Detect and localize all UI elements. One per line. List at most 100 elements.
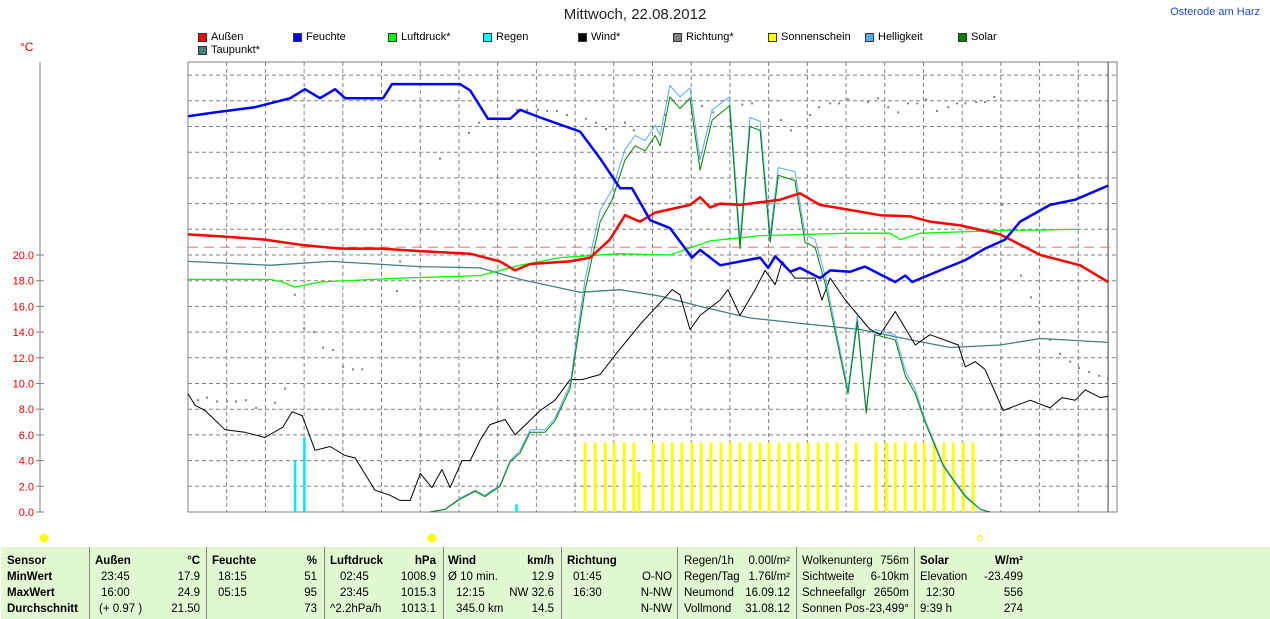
series-line-helligkeit (429, 84, 991, 513)
rain-bar (293, 460, 297, 512)
col-luftdruck: Luftdruck hPa 02:45 1008.9 23:45 1015.3 … (330, 547, 436, 619)
direction-point (1020, 274, 1023, 277)
direction-point (245, 399, 248, 402)
cell-value: 274 (1003, 603, 1023, 615)
cell-value: 24.9 (177, 587, 200, 599)
series-line-feuchte (187, 82, 1109, 284)
direction-point (205, 396, 208, 399)
legend-swatch (958, 32, 967, 42)
stats-table: Sensor MinWert MaxWert Durchschnitt Auße… (1, 547, 1270, 619)
direction-point (838, 102, 841, 105)
direction-point (936, 110, 939, 113)
sunshine-bar (825, 442, 829, 512)
legend-label: Richtung* (686, 31, 734, 43)
direction-point (750, 102, 753, 105)
divider (206, 547, 207, 619)
legend-item-feuchte[interactable]: Feuchte (293, 31, 346, 43)
legend-label: Wind* (591, 31, 621, 43)
cell-value: 16.09.12 (745, 587, 790, 599)
sunshine-bar (787, 442, 791, 512)
cell-label: Neumond (684, 587, 734, 599)
legend-item-aussen[interactable]: Außen (198, 31, 243, 43)
cell-value: 17.9 (177, 571, 200, 583)
legend-item-wind[interactable]: Wind* (578, 31, 620, 43)
cell-value: N-NW (640, 587, 672, 599)
sunshine-bar (632, 442, 636, 512)
sunshine-bar (816, 442, 820, 512)
cell-time: 05:15 (218, 587, 247, 599)
legend-item-richtung[interactable]: Richtung* (673, 31, 734, 43)
rain-bar (303, 437, 306, 512)
direction-point (1059, 352, 1062, 355)
y-tick-label: 12.0 (13, 353, 34, 365)
cell-time: 02:45 (340, 571, 369, 583)
sunshine-bar (738, 442, 742, 512)
direction-point (632, 129, 635, 132)
direction-point (234, 400, 237, 403)
y-tick-label: 6.0 (19, 430, 34, 442)
direction-point (1001, 203, 1004, 206)
sun-marker-icon (39, 533, 49, 543)
sun-marker-icon (976, 535, 983, 541)
direction-point (546, 110, 549, 113)
direction-point (897, 111, 900, 114)
direction-point (964, 102, 967, 105)
legend-item-sonnenschein[interactable]: Sonnenschein (768, 31, 851, 43)
direction-point (829, 102, 832, 105)
direction-point (956, 102, 959, 105)
cell-value: O-NO (641, 571, 672, 583)
cell-value: -23,499° (865, 603, 909, 615)
col-solar: Solar W/m² Elevation -23.499 12:30 556 9… (920, 547, 1023, 619)
sunshine-bar (913, 442, 917, 512)
direction-point (303, 327, 306, 330)
y-tick-label: 20.0 (13, 250, 34, 262)
direction-point (906, 102, 909, 105)
sunshine-bar (951, 442, 955, 512)
divider (914, 547, 915, 619)
y-tick-label: 10.0 (13, 379, 34, 391)
sunshine-bar (884, 442, 888, 512)
legend-swatch (198, 45, 207, 55)
legend-item-helligkeit[interactable]: Helligkeit (865, 31, 923, 43)
sunshine-bar (603, 442, 607, 512)
direction-point (555, 110, 558, 113)
direction-point (536, 108, 539, 111)
direction-point (809, 113, 812, 116)
legend-item-solar[interactable]: Solar (958, 31, 997, 43)
row-label: MinWert (7, 571, 53, 583)
direction-point (624, 121, 627, 124)
station-link[interactable]: Osterode am Harz (1170, 6, 1260, 18)
direction-point (701, 104, 704, 107)
legend-item-regen[interactable]: Regen (483, 31, 528, 43)
legend-label: Außen (211, 31, 244, 43)
sunshine-bar (942, 442, 946, 512)
sunshine-bar (835, 442, 839, 512)
cell-value: N-NW (640, 603, 672, 615)
direction-point (605, 128, 608, 131)
sunshine-bar (806, 442, 810, 512)
cell-time: 23:45 (340, 587, 369, 599)
rain-bar (515, 504, 518, 512)
direction-point (399, 260, 402, 263)
cell-value: 51 (304, 571, 317, 583)
direction-point (361, 368, 364, 371)
legend-item-luftdruck[interactable]: Luftdruck* (388, 31, 451, 43)
sunshine-bar (961, 442, 965, 512)
sunshine-bar (874, 442, 878, 512)
series-line-aussen (187, 192, 1109, 284)
y-tick-label: 2.0 (19, 481, 34, 493)
col-header: Wind (448, 555, 476, 567)
direction-point (226, 400, 229, 403)
cell-value: 21.50 (171, 603, 200, 615)
legend-swatch (388, 32, 397, 42)
direction-point (712, 111, 715, 114)
sunshine-bar (661, 442, 665, 512)
y-tick-label: 18.0 (13, 276, 34, 288)
y-axis-unit: °C (20, 40, 34, 54)
cell-value: NW 32.6 (509, 587, 554, 599)
legend-item-taupunkt[interactable]: Taupunkt* (198, 44, 260, 56)
legend-label: Helligkeit (878, 31, 923, 43)
col-header: Feuchte (212, 555, 257, 567)
direction-point (1030, 296, 1033, 299)
legend-swatch (293, 32, 302, 42)
